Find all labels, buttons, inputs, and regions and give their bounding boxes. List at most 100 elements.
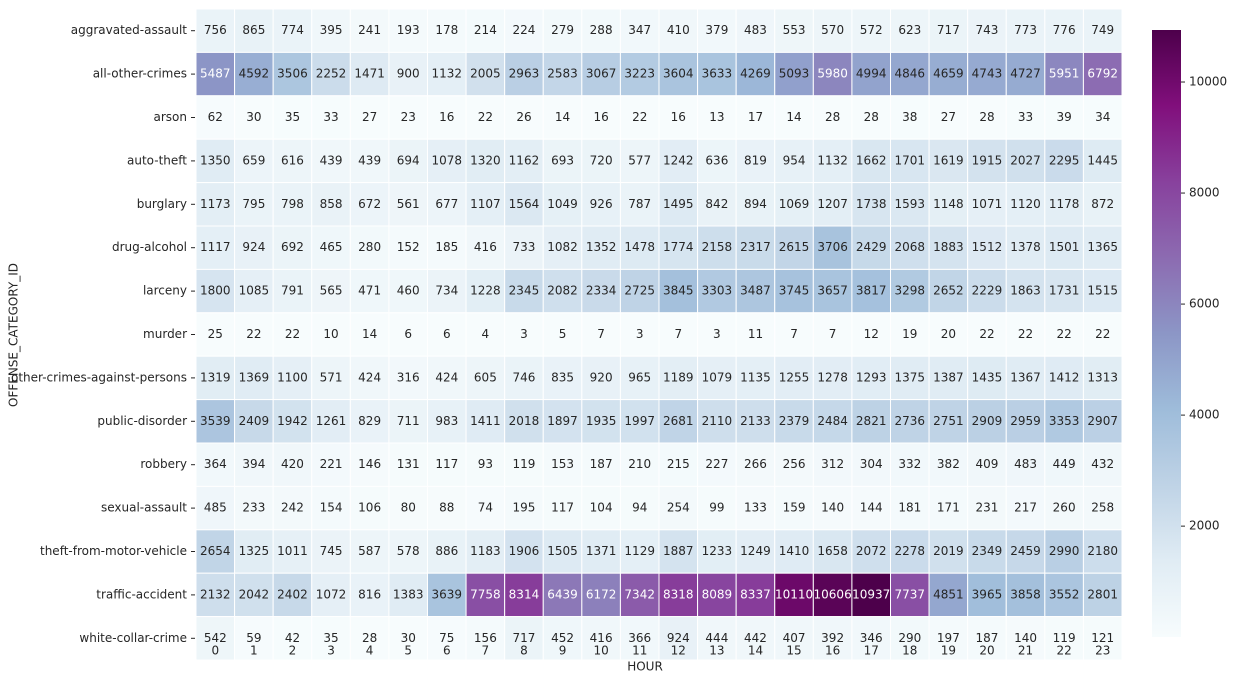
cell-label: 117 <box>551 501 574 515</box>
heatmap-cell <box>542 225 583 270</box>
cell-label: 2317 <box>740 240 771 254</box>
cell-label: 954 <box>783 153 806 167</box>
cell-label: 407 <box>783 631 806 645</box>
heatmap-cell <box>542 182 583 227</box>
heatmap-cell <box>812 485 853 531</box>
heatmap-cell <box>812 138 853 184</box>
cell-label: 42 <box>285 631 300 645</box>
heatmap-cell <box>388 225 428 270</box>
heatmap-cell <box>697 95 737 140</box>
cell-label: 1435 <box>972 370 1003 384</box>
heatmap-cell <box>465 529 506 574</box>
heatmap-cell <box>967 399 1007 444</box>
cell-label: 1189 <box>663 370 694 384</box>
heatmap-cell <box>697 616 737 661</box>
cell-label: 38 <box>902 110 917 124</box>
heatmap-cell <box>195 529 236 574</box>
cell-label: 565 <box>320 284 343 298</box>
heatmap-cell <box>272 268 313 314</box>
heatmap-cell <box>1082 95 1123 140</box>
heatmap-cell <box>504 51 544 97</box>
x-tick-label: 0 <box>211 644 219 658</box>
x-tick-label: 7 <box>482 644 490 658</box>
heatmap-cell <box>697 8 737 53</box>
cell-label: 659 <box>242 153 265 167</box>
heatmap-cell <box>812 572 853 618</box>
heatmap-cell <box>928 399 969 444</box>
heatmap-cell <box>1082 616 1123 661</box>
heatmap-cell <box>311 268 351 314</box>
y-tick-label: traffic-accident <box>96 587 187 601</box>
cell-label: 1135 <box>740 370 771 384</box>
heatmap-cell <box>658 182 699 227</box>
heatmap-cell <box>774 182 814 227</box>
cell-label: 6172 <box>586 587 617 601</box>
cell-label: 3858 <box>1010 587 1041 601</box>
heatmap-cell <box>774 399 814 444</box>
heatmap-cell <box>234 529 274 574</box>
heatmap-cell <box>542 312 583 357</box>
cell-label: 2005 <box>470 67 501 81</box>
cell-label: 787 <box>628 197 651 211</box>
cell-label: 332 <box>898 457 921 471</box>
cell-label: 5093 <box>779 67 810 81</box>
y-tick-label: public-disorder <box>97 414 187 428</box>
y-tick-label: auto-theft <box>127 153 187 167</box>
heatmap-cell <box>1082 225 1123 270</box>
cell-label: 749 <box>1091 23 1114 37</box>
cell-label: 5 <box>559 327 567 341</box>
cell-label: 140 <box>1014 631 1037 645</box>
colorbar <box>1152 30 1181 637</box>
cell-label: 865 <box>242 23 265 37</box>
cell-label: 1085 <box>239 284 270 298</box>
heatmap-cell <box>697 312 737 357</box>
cell-label: 288 <box>590 23 613 37</box>
y-tick-label: theft-from-motor-vehicle <box>40 544 187 558</box>
cell-label: 842 <box>705 197 728 211</box>
cell-label: 260 <box>1053 501 1076 515</box>
heatmap-cell <box>967 442 1007 487</box>
cell-label: 1410 <box>779 544 810 558</box>
heatmap-cell <box>774 312 814 357</box>
cell-label: 2459 <box>1010 544 1041 558</box>
cell-label: 75 <box>439 631 454 645</box>
cell-label: 22 <box>478 110 493 124</box>
cell-label: 34 <box>1095 110 1110 124</box>
cell-label: 1593 <box>895 197 926 211</box>
cell-label: 1129 <box>624 544 655 558</box>
heatmap-cell <box>1005 312 1046 357</box>
cell-label: 106 <box>358 501 381 515</box>
heatmap-cell <box>427 442 467 487</box>
heatmap-cell <box>311 8 351 53</box>
heatmap-cell <box>195 355 236 401</box>
y-tick-label: all-other-crimes <box>93 67 187 81</box>
cell-label: 746 <box>513 370 536 384</box>
cell-label: 743 <box>976 23 999 37</box>
cell-label: 2278 <box>895 544 926 558</box>
cell-label: 835 <box>551 370 574 384</box>
cell-label: 5980 <box>817 67 848 81</box>
cell-label: 1261 <box>316 414 347 428</box>
cell-label: 7 <box>790 327 798 341</box>
heatmap-cell <box>697 138 737 184</box>
heatmap-cell <box>658 572 699 618</box>
cell-label: 424 <box>358 370 381 384</box>
cell-label: 3 <box>713 327 721 341</box>
cell-label: 28 <box>864 110 879 124</box>
heatmap-cell <box>504 312 544 357</box>
heatmap-cell <box>774 51 814 97</box>
cell-label: 2379 <box>779 414 810 428</box>
cell-label: 926 <box>590 197 613 211</box>
cell-label: 4 <box>482 327 490 341</box>
cell-label: 22 <box>246 327 261 341</box>
cell-label: 154 <box>320 501 343 515</box>
heatmap-cell <box>928 312 969 357</box>
x-tick-label: 22 <box>1056 644 1071 658</box>
cell-label: 734 <box>435 284 458 298</box>
cell-label: 2229 <box>972 284 1003 298</box>
cell-label: 1365 <box>1087 240 1118 254</box>
cell-label: 798 <box>281 197 304 211</box>
heatmap-cell <box>697 485 737 531</box>
cell-label: 153 <box>551 457 574 471</box>
x-tick-label: 19 <box>941 644 956 658</box>
